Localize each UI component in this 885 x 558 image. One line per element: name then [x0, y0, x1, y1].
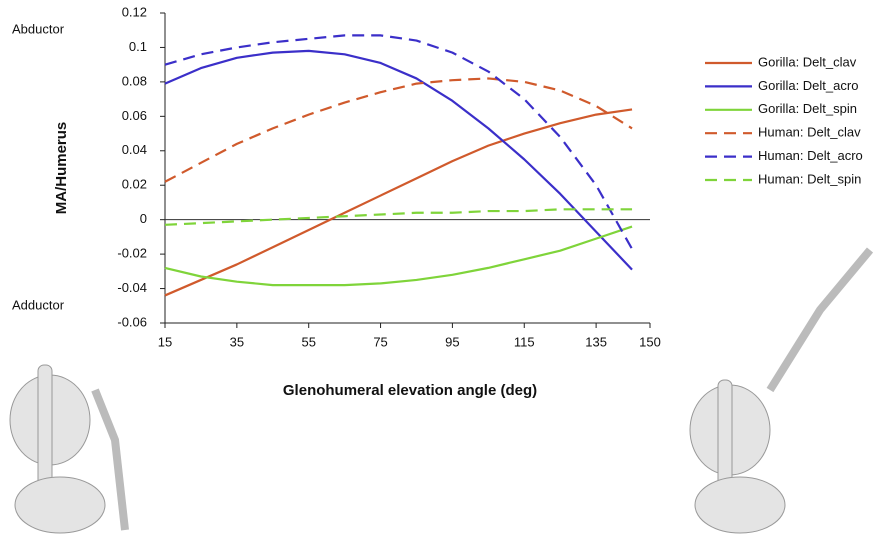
series-line — [164, 208, 633, 226]
x-tick-label: 150 — [639, 334, 661, 349]
y-tick-label: 0.02 — [122, 177, 147, 192]
y-tick-label: 0.1 — [129, 39, 147, 54]
legend-label: Gorilla: Delt_clav — [758, 54, 857, 69]
y-tick-label: 0.12 — [122, 4, 147, 19]
x-tick-label: 55 — [301, 334, 315, 349]
x-tick-label: 95 — [445, 334, 459, 349]
x-tick-label: 15 — [158, 334, 172, 349]
x-axis-label: Glenohumeral elevation angle (deg) — [283, 382, 537, 399]
y-tick-label: -0.04 — [117, 280, 147, 295]
legend-label: Gorilla: Delt_spin — [758, 101, 857, 116]
series-line — [164, 77, 633, 183]
y-tick-label: -0.02 — [117, 246, 147, 261]
legend-label: Gorilla: Delt_acro — [758, 78, 858, 93]
y-tick-label: 0.06 — [122, 108, 147, 123]
series-line — [164, 34, 633, 250]
x-tick-label: 115 — [514, 334, 535, 349]
x-tick-label: 135 — [585, 334, 607, 349]
legend-label: Human: Delt_acro — [758, 148, 863, 163]
skeleton-illustration — [9, 247, 874, 534]
annotation: Adductor — [12, 297, 65, 312]
y-tick-label: 0 — [140, 211, 147, 226]
x-tick-label: 75 — [373, 334, 387, 349]
legend-label: Human: Delt_clav — [758, 125, 861, 140]
annotation: Abductor — [12, 21, 65, 36]
series-line — [164, 225, 633, 287]
y-axis-label: MA/Humerus — [53, 122, 70, 215]
y-tick-label: 0.08 — [122, 73, 147, 88]
series-line — [164, 108, 633, 297]
y-tick-label: -0.06 — [117, 314, 147, 329]
x-tick-label: 35 — [230, 334, 244, 349]
y-tick-label: 0.04 — [122, 142, 147, 157]
series-line — [164, 49, 633, 271]
legend-label: Human: Delt_spin — [758, 171, 861, 186]
